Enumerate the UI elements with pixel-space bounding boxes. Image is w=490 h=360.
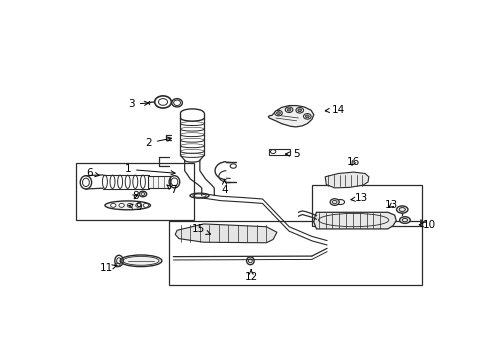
- Ellipse shape: [105, 201, 150, 210]
- Text: 4: 4: [221, 180, 228, 195]
- Text: 9: 9: [129, 202, 143, 212]
- Circle shape: [275, 110, 282, 116]
- Circle shape: [143, 203, 148, 207]
- Circle shape: [119, 203, 124, 207]
- Polygon shape: [314, 212, 396, 229]
- Circle shape: [111, 203, 116, 207]
- Circle shape: [276, 112, 280, 114]
- Ellipse shape: [120, 255, 162, 267]
- Text: 3: 3: [128, 99, 148, 109]
- Text: 1: 1: [124, 164, 175, 175]
- Text: 11: 11: [100, 263, 117, 273]
- Bar: [312, 185, 422, 226]
- Circle shape: [127, 203, 133, 207]
- Text: 14: 14: [325, 105, 345, 115]
- Text: 7: 7: [167, 185, 176, 195]
- Text: 16: 16: [347, 157, 360, 167]
- Text: 15: 15: [191, 224, 210, 234]
- Text: 10: 10: [419, 220, 436, 230]
- Circle shape: [287, 108, 291, 111]
- Text: 12: 12: [245, 270, 258, 283]
- Bar: [270, 149, 290, 155]
- Ellipse shape: [400, 217, 410, 223]
- Polygon shape: [268, 105, 314, 127]
- Circle shape: [330, 199, 339, 205]
- Circle shape: [285, 107, 293, 112]
- Circle shape: [298, 109, 302, 112]
- Text: 13: 13: [351, 193, 368, 203]
- Text: 13: 13: [385, 201, 398, 210]
- Circle shape: [305, 115, 309, 118]
- Bar: [75, 163, 194, 220]
- Text: 5: 5: [285, 149, 300, 159]
- Text: 2: 2: [145, 137, 172, 148]
- Polygon shape: [175, 224, 277, 243]
- Circle shape: [136, 203, 141, 207]
- Circle shape: [303, 114, 311, 119]
- Bar: [148, 176, 170, 188]
- Circle shape: [296, 108, 303, 113]
- Bar: [170, 221, 422, 285]
- Polygon shape: [325, 172, 369, 188]
- Circle shape: [270, 150, 276, 153]
- Text: 6: 6: [86, 168, 99, 179]
- Text: 8: 8: [132, 191, 139, 201]
- Ellipse shape: [396, 206, 408, 213]
